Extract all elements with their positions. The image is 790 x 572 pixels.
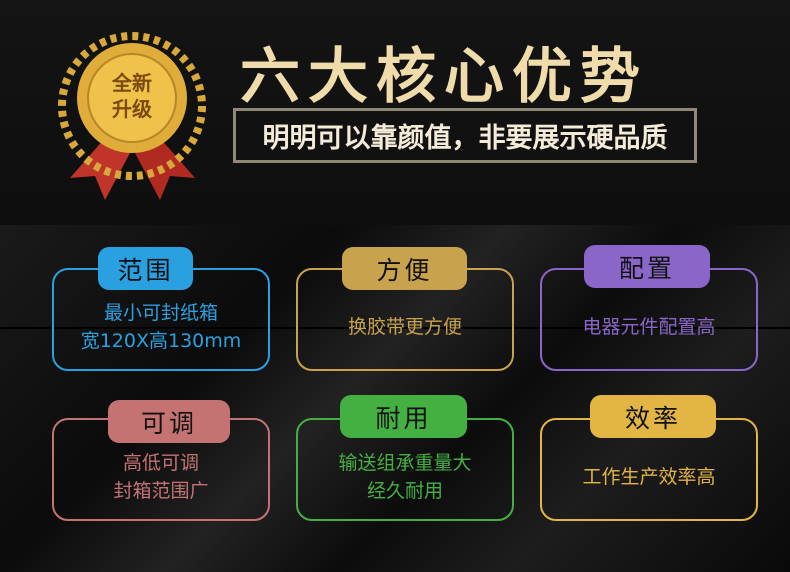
feature-badge: 可调	[108, 400, 230, 443]
feature-text: 换胶带更方便	[347, 315, 462, 338]
divider	[0, 327, 790, 329]
feature-text: 电器元件配置高	[582, 315, 716, 338]
medal-icon: 全新 升级	[58, 32, 206, 200]
feature-badge: 效率	[590, 395, 716, 438]
subtitle: 明明可以靠颜值，非要展示硬品质	[233, 108, 697, 163]
feature-badge: 方便	[342, 247, 467, 290]
feature-badge: 配置	[584, 245, 710, 288]
feature-badge: 耐用	[340, 395, 467, 438]
feature-text: 封箱范围广	[113, 479, 209, 502]
feature-text: 工作生产效率高	[582, 465, 716, 488]
feature-text: 最小可封纸箱	[103, 301, 218, 324]
page-title: 六大核心优势	[240, 42, 648, 112]
feature-text: 宽120X高130mm	[80, 329, 242, 352]
feature-badge: 范围	[98, 247, 193, 290]
feature-text: 输送组承重量大	[338, 451, 472, 474]
feature-text: 经久耐用	[366, 479, 443, 502]
medal-text-2: 升级	[112, 97, 152, 121]
medal-text-1: 全新	[111, 71, 152, 95]
feature-text: 高低可调	[122, 451, 199, 474]
